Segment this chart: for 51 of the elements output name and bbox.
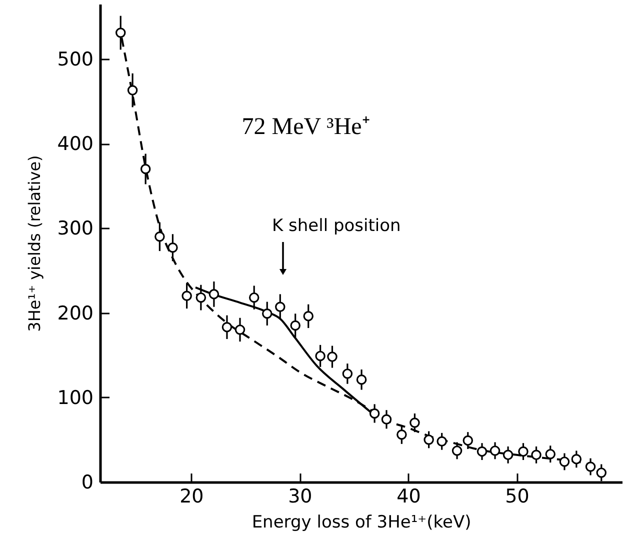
point (315, 350, 326, 362)
point (396, 430, 407, 440)
point (518, 446, 528, 457)
point (342, 368, 353, 379)
y-tick-label: 200 (57, 302, 94, 324)
annotation: K shell position (272, 216, 401, 236)
point (356, 374, 367, 385)
point (262, 308, 272, 319)
x-tick-label: 30 (288, 486, 312, 508)
point (234, 324, 246, 335)
point (127, 85, 138, 96)
point (208, 289, 220, 300)
point (502, 450, 514, 460)
point (290, 320, 300, 331)
point (369, 408, 380, 419)
point (140, 164, 151, 174)
y-tick-label: 0 (81, 472, 94, 494)
x-tick-label: 40 (396, 486, 421, 508)
point (559, 456, 570, 467)
text: 72 MeV ³He⁺ (242, 114, 370, 140)
y-axis-title: 3He¹⁺ yields (relative) (25, 155, 44, 332)
point (436, 436, 447, 447)
point (424, 434, 434, 445)
point (327, 352, 338, 362)
point (452, 446, 462, 456)
point (275, 302, 286, 312)
point (531, 450, 542, 460)
point (248, 292, 260, 303)
x-tick-label: 50 (505, 486, 530, 508)
point (115, 28, 126, 38)
y-tick-label: 100 (57, 386, 94, 409)
point (182, 290, 192, 301)
point (571, 454, 582, 464)
point (381, 414, 392, 425)
point (168, 242, 178, 253)
point (596, 468, 607, 478)
point (410, 418, 420, 428)
point (222, 322, 232, 332)
point (303, 311, 314, 322)
point (545, 448, 556, 460)
point (476, 446, 488, 457)
y-tick-label: 500 (57, 48, 94, 70)
point (585, 462, 596, 472)
point (490, 446, 500, 456)
point (196, 292, 206, 303)
x-tick-label: 20 (180, 486, 204, 508)
x-axis-title: Energy loss of 3He¹⁺(keV) (252, 512, 472, 532)
point (154, 232, 165, 242)
y-tick-label: 300 (57, 218, 94, 240)
y-tick-label: 400 (57, 133, 94, 156)
point (462, 435, 474, 446)
